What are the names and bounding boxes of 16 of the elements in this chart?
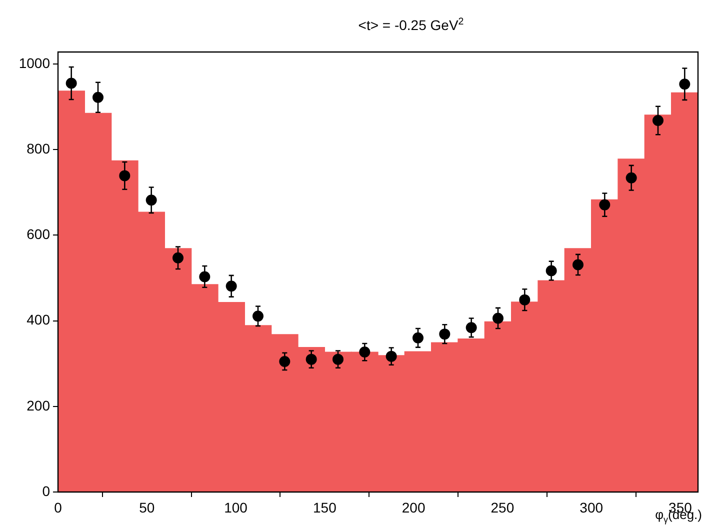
point	[252, 310, 264, 322]
x-tick-label: 150	[312, 499, 337, 516]
point	[412, 332, 424, 344]
x-tick-label: 300	[580, 499, 604, 516]
point	[92, 92, 104, 103]
x-tick-label: 200	[402, 499, 426, 516]
x-tick-label: 50	[139, 499, 155, 516]
y-tick-label: 200	[26, 397, 50, 414]
y-tick-label: 400	[26, 312, 50, 328]
y-tick-label: 600	[26, 226, 50, 242]
x-tick-label: 0	[54, 499, 62, 516]
x-tick-label: 250	[490, 499, 514, 516]
y-tick-label: 1000	[18, 54, 50, 71]
y-tick-label: 800	[26, 140, 50, 156]
x-tick-label: 100	[224, 499, 248, 516]
y-tick-label: 0	[42, 482, 50, 499]
